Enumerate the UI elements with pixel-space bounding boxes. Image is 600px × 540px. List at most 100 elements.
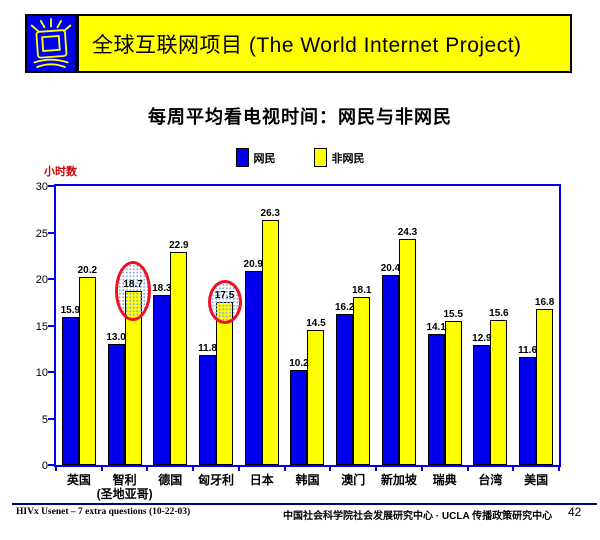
bar-group: 12.9 15.6 台湾 xyxy=(468,186,514,487)
category-label-line: 台湾 xyxy=(478,473,503,487)
category-label: 日本 xyxy=(229,473,295,487)
category-label: 澳门 xyxy=(320,473,386,487)
bar-value-label: 16.8 xyxy=(534,296,555,308)
bar-netizen xyxy=(473,345,491,465)
category-label-line: 美国 xyxy=(524,473,549,487)
bar-value-label: 24.3 xyxy=(397,227,418,239)
bar-group: 18.3 22.9 德国 xyxy=(147,186,193,487)
x-axis-tick xyxy=(283,465,286,471)
bar-value-label: 18.3 xyxy=(152,282,172,294)
footer-organizations: 中国社会科学院社会发展研究中心 · UCLA 传播政策研究中心 xyxy=(283,511,553,522)
bar-non-netizen xyxy=(170,252,188,465)
bar-value-label: 14.1 xyxy=(426,321,446,333)
chart-title: 每周平均看电视时间：网民与非网民 xyxy=(148,107,452,127)
bar-netizen xyxy=(519,357,537,465)
y-axis-tick xyxy=(48,278,55,281)
category-label: 智利 (圣地亚哥) xyxy=(92,473,158,501)
shining-monitor-icon-drawing xyxy=(30,18,72,68)
category-label-line: 瑞典 xyxy=(432,473,457,487)
bar-value-label: 13.0 xyxy=(106,332,126,344)
category-label-line: 德国 xyxy=(158,473,183,487)
bar-value-label: 20.9 xyxy=(243,258,263,270)
x-axis-tick xyxy=(146,465,149,471)
annotation-circle xyxy=(115,261,152,322)
bar-value-label: 14.5 xyxy=(306,318,326,330)
bar-group: 15.9 20.2 英国 xyxy=(56,186,102,487)
bar-group: 10.2 14.5 韩国 xyxy=(285,186,331,487)
category-label-line: 匈牙利 xyxy=(198,473,235,487)
category-label-line: 新加坡 xyxy=(380,473,417,487)
bar-netizen xyxy=(427,333,445,465)
category-label: 韩国 xyxy=(275,473,341,487)
bar-non-netizen xyxy=(307,330,325,465)
bar-netizen xyxy=(61,317,79,465)
bar-non-netizen xyxy=(216,302,234,465)
category-label: 美国 xyxy=(503,473,569,487)
x-axis-tick xyxy=(558,465,560,471)
x-axis-tick xyxy=(466,465,469,471)
bar-value-label: 20.4 xyxy=(380,263,401,275)
legend-swatch-netizen xyxy=(235,148,249,167)
bar-group: 20.4 24.3 新加坡 xyxy=(376,186,422,487)
category-label-line: 英国 xyxy=(66,473,91,487)
x-axis-tick xyxy=(329,465,332,471)
x-axis-tick xyxy=(512,465,515,471)
y-axis-tick-label: 0 xyxy=(41,460,48,472)
y-axis-title: 小时数 xyxy=(44,166,77,178)
bar-group: 11.8 17.5 匈牙利 xyxy=(193,186,239,487)
bar-netizen xyxy=(153,294,171,465)
legend-swatch-non-netizen xyxy=(313,148,327,167)
chart-legend: 网民 非网民 xyxy=(0,148,600,167)
x-axis-tick xyxy=(55,465,57,471)
bar-value-label: 26.3 xyxy=(260,208,280,220)
bar-group: 16.2 18.1 澳门 xyxy=(330,186,376,487)
category-label-line: 智利 xyxy=(112,473,137,487)
slide-title: 全球互联网项目 (The World Internet Project) xyxy=(92,33,522,57)
category-label: 台湾 xyxy=(458,473,524,487)
bar-group: 14.1 15.5 瑞典 xyxy=(422,186,468,487)
bar-value-label: 12.9 xyxy=(472,333,492,345)
bar-netizen xyxy=(199,355,217,465)
x-axis-tick xyxy=(420,465,423,471)
bar-value-label: 11.6 xyxy=(518,345,538,357)
title-banner: 全球互联网项目 (The World Internet Project) xyxy=(77,14,572,73)
y-axis-tick-label: 10 xyxy=(35,367,48,380)
category-label: 匈牙利 xyxy=(183,473,249,487)
bar-value-label: 18.7 xyxy=(123,279,143,291)
category-label: 德国 xyxy=(137,473,203,487)
footer-divider xyxy=(12,503,597,505)
y-axis-tick-label: 5 xyxy=(41,413,48,426)
bar-netizen xyxy=(244,270,262,465)
y-axis-tick xyxy=(48,417,55,420)
x-axis-tick xyxy=(375,465,378,471)
bar-value-label: 15.5 xyxy=(443,308,463,320)
bar-non-netizen xyxy=(444,320,462,465)
footer-note: HIVx Usenet – 7 extra questions (10-22-0… xyxy=(16,507,191,517)
y-axis-tick-label: 20 xyxy=(35,274,48,287)
x-axis-tick xyxy=(237,465,240,471)
annotation-circle xyxy=(207,280,242,325)
legend-label-non-netizen: 非网民 xyxy=(331,152,365,165)
category-label: 英国 xyxy=(46,473,112,487)
bar-value-label: 22.9 xyxy=(169,240,189,252)
y-axis-tick-label: 30 xyxy=(35,181,48,193)
y-axis-tick-label: 15 xyxy=(35,320,48,333)
bar-netizen xyxy=(336,314,354,465)
y-axis-tick xyxy=(48,231,55,234)
bar-non-netizen xyxy=(353,296,371,465)
bar-netizen xyxy=(381,275,399,465)
category-label-line: 韩国 xyxy=(295,473,320,487)
plot-area: 0 5 10 15 20 25 30 15.9 20.2 英国 13.0 18.7 智利 (圣地亚哥) 18… xyxy=(36,181,561,501)
category-label-line: 日本 xyxy=(249,473,274,487)
bar-value-label: 16.2 xyxy=(334,302,355,314)
shining-monitor-icon xyxy=(25,14,77,73)
page-number: 42 xyxy=(568,505,582,519)
bar-value-label: 15.9 xyxy=(60,305,81,317)
bar-netizen xyxy=(107,344,125,465)
x-axis-tick xyxy=(100,465,103,471)
y-axis-tick xyxy=(48,371,55,374)
y-axis-tick xyxy=(48,324,55,327)
bar-value-label: 20.2 xyxy=(77,265,98,277)
category-label: 新加坡 xyxy=(366,473,432,487)
category-label-line: 澳门 xyxy=(341,473,366,487)
